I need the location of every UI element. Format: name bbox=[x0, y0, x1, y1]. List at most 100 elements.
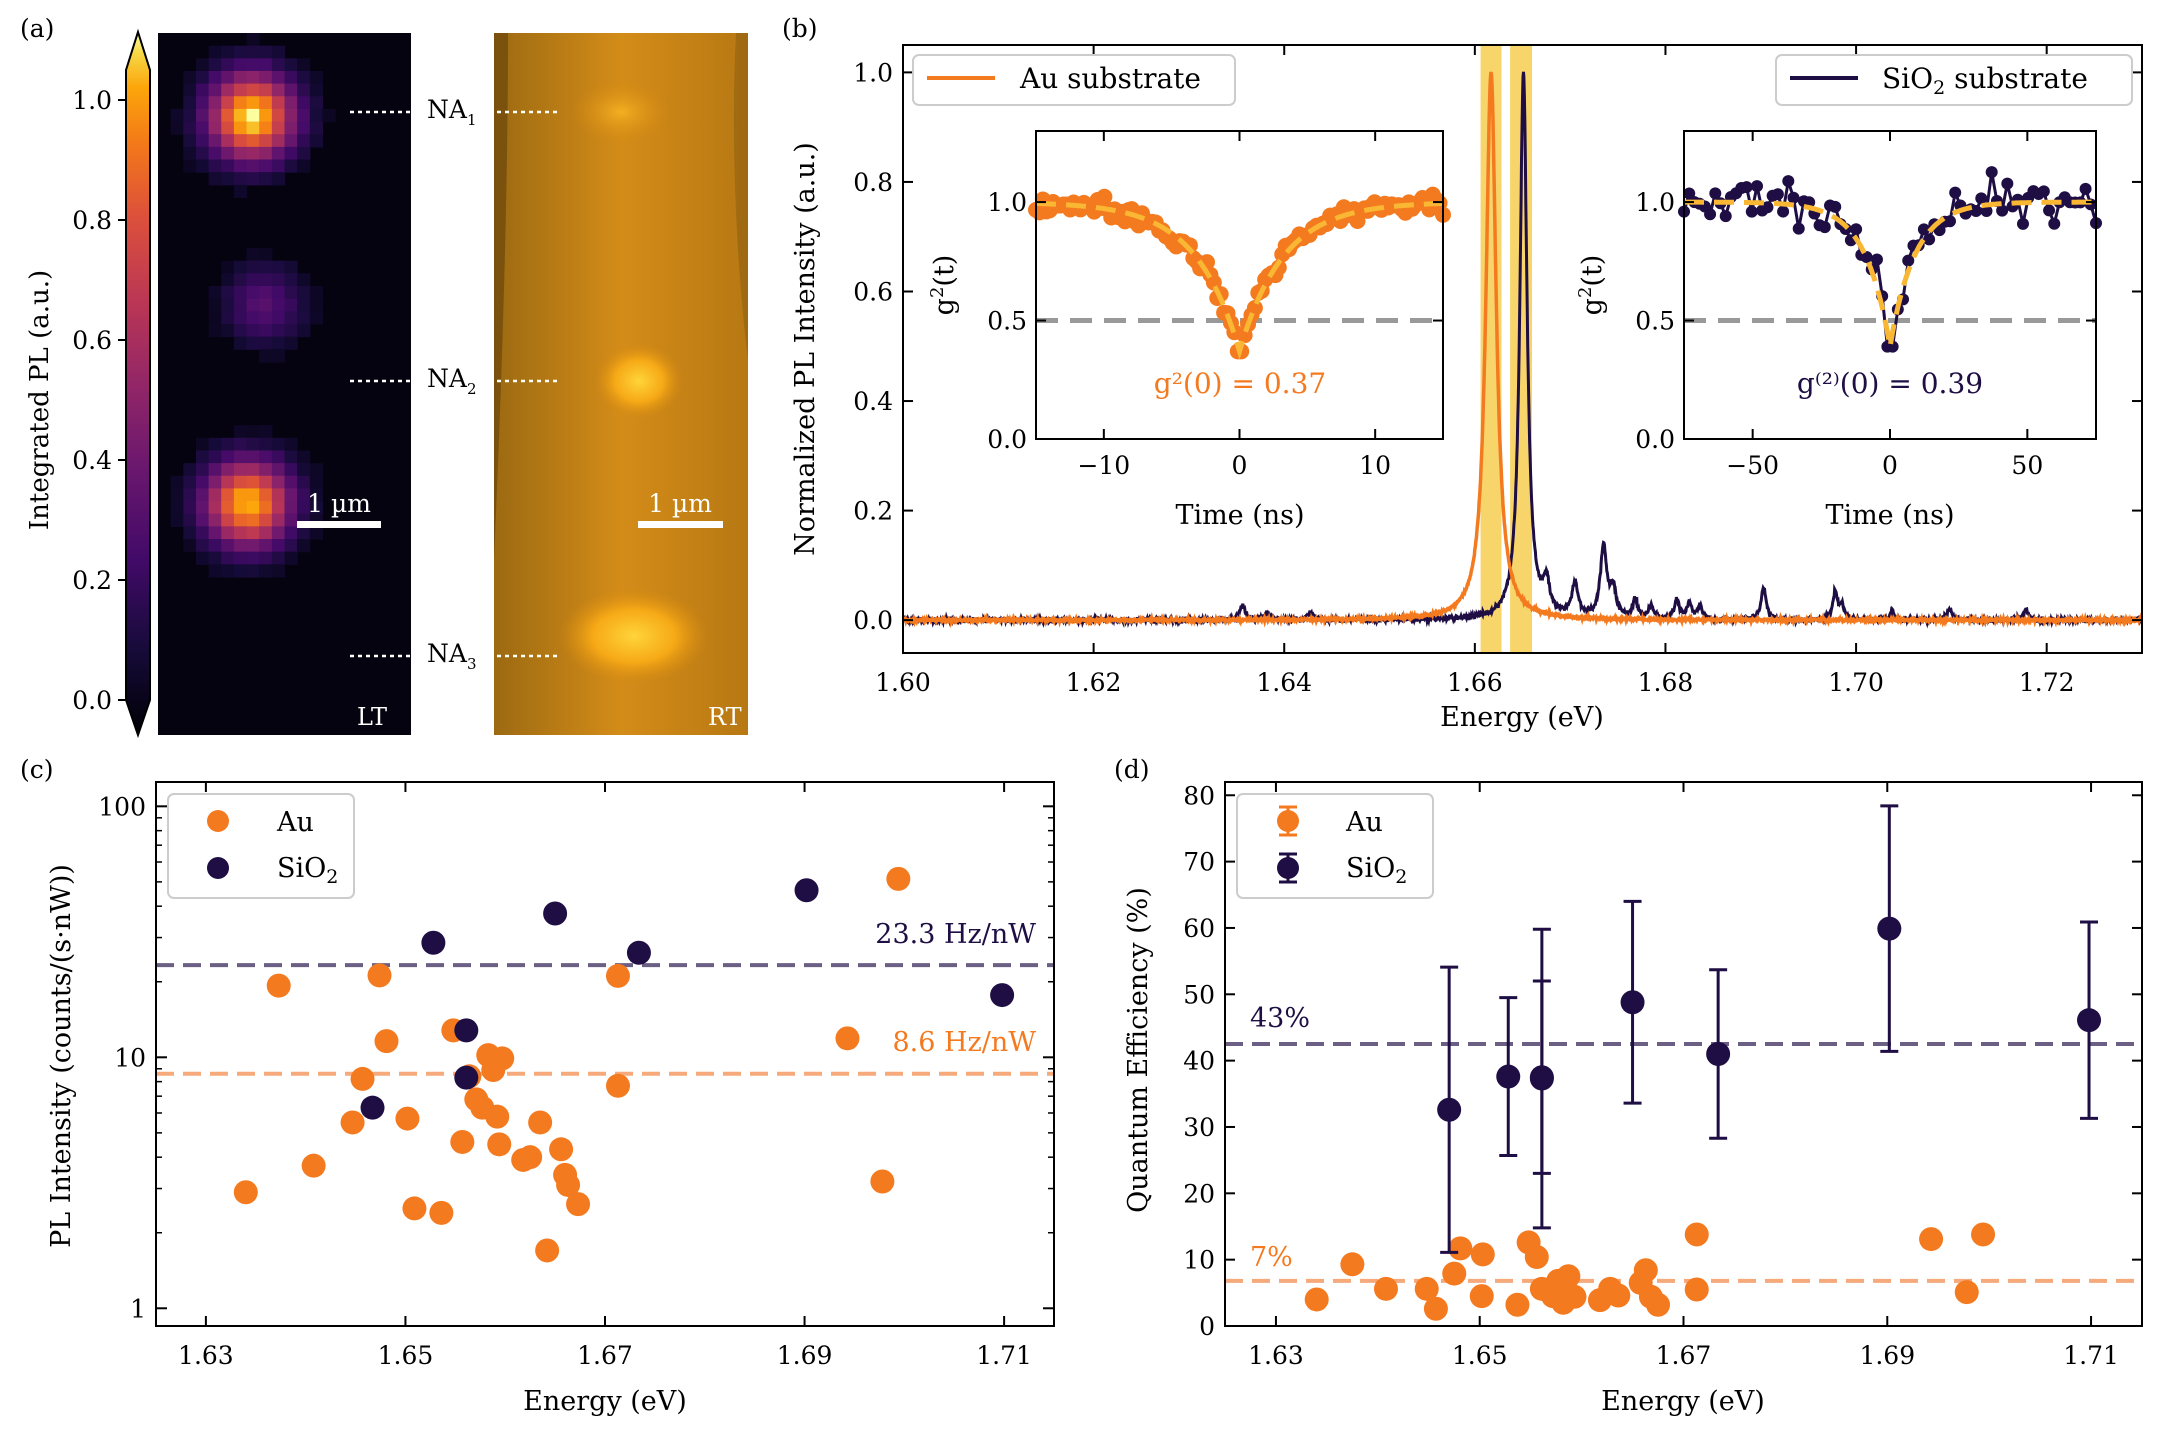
lt-pixel bbox=[284, 273, 298, 287]
g2-data-point bbox=[1985, 166, 1998, 179]
lt-pixel bbox=[271, 134, 286, 148]
lt-pixel bbox=[271, 146, 286, 161]
lt-pixel bbox=[233, 526, 248, 540]
lt-pixel bbox=[233, 539, 248, 553]
lt-pixel bbox=[284, 551, 298, 565]
lt-pixel bbox=[195, 488, 210, 502]
lt-pixel bbox=[309, 70, 324, 85]
lt-pixel bbox=[259, 58, 273, 72]
lt-pixel bbox=[246, 463, 260, 477]
g2-data-point bbox=[1902, 254, 1915, 267]
panel-d-plot bbox=[1225, 804, 2142, 1321]
g2-data-point bbox=[1787, 191, 1800, 204]
lt-pixel bbox=[309, 526, 324, 540]
panel-d-xlabel: Energy (eV) bbox=[1601, 1386, 1765, 1417]
inset-2-ylabel: g2(t) bbox=[1575, 255, 1608, 316]
g2-data-point bbox=[1818, 221, 1831, 234]
au-point bbox=[870, 1169, 895, 1194]
lt-pixel bbox=[309, 463, 324, 477]
lt-pixel bbox=[221, 539, 235, 553]
y-tick-label: 10 bbox=[114, 1043, 146, 1072]
y-tick-label: 80 bbox=[1183, 781, 1215, 810]
lt-pixel bbox=[246, 488, 260, 502]
lt-pixel bbox=[297, 146, 311, 161]
panel-c-plot bbox=[156, 866, 1054, 1263]
y-tick-label: 1.0 bbox=[853, 58, 893, 87]
inset-y-tick-label: 0.0 bbox=[987, 425, 1027, 454]
y-tick-label: 20 bbox=[1183, 1179, 1215, 1208]
lt-pixel bbox=[284, 159, 298, 173]
au-point bbox=[605, 1073, 630, 1098]
lt-pixel bbox=[284, 475, 298, 489]
lt-pixel bbox=[170, 501, 184, 515]
sio2-point bbox=[1706, 1042, 1731, 1066]
x-tick-label: 1.60 bbox=[875, 668, 931, 697]
lt-pixel bbox=[221, 323, 235, 338]
lt-pixel bbox=[208, 450, 222, 464]
au-point bbox=[1304, 1287, 1329, 1312]
lt-pixel bbox=[183, 501, 197, 515]
lt-pixel bbox=[246, 108, 260, 123]
lt-pixel bbox=[183, 475, 197, 489]
lt-pixel bbox=[271, 323, 286, 338]
lt-pixel bbox=[246, 58, 260, 72]
lt-pixel bbox=[259, 526, 273, 540]
lt-pixel bbox=[284, 336, 298, 350]
lt-pixel bbox=[208, 159, 222, 173]
lt-pixel bbox=[259, 463, 273, 477]
colorbar-label: Integrated PL (a.u.) bbox=[25, 270, 55, 530]
lt-pixel bbox=[208, 121, 222, 135]
lt-pixel bbox=[271, 172, 286, 186]
lt-pixel bbox=[221, 45, 235, 59]
lt-pixel bbox=[195, 121, 210, 135]
x-tick-label: 1.71 bbox=[2063, 1341, 2119, 1370]
sio2-point bbox=[1620, 990, 1645, 1015]
colorbar-ticks: 0.0 0.2 0.4 0.6 0.8 1.0 bbox=[72, 86, 126, 715]
au-point bbox=[485, 1104, 510, 1129]
legend-d-sio2-marker bbox=[1277, 852, 1299, 884]
rt-dark-edge-right bbox=[733, 33, 748, 360]
lt-pixel bbox=[271, 450, 286, 464]
lt-pixel bbox=[271, 286, 286, 300]
panel-c-sio2-rate-label: 23.3 Hz/nW bbox=[875, 919, 1036, 950]
panel-a: (a) 0.0 0.2 0.4 0.6 0.8 1.0 Integrated PL (a.… bbox=[20, 14, 748, 739]
colorbar bbox=[125, 28, 151, 739]
lt-pixel bbox=[246, 450, 260, 464]
lt-pixel bbox=[208, 513, 222, 527]
g2-data-point bbox=[1704, 208, 1717, 221]
x-tick-label: 1.63 bbox=[178, 1341, 234, 1370]
lt-pixel bbox=[233, 96, 248, 110]
g2-data-point bbox=[1719, 210, 1732, 223]
lt-pixel bbox=[246, 551, 260, 565]
g2-data-point bbox=[2043, 204, 2056, 217]
y-tick-label: 0.4 bbox=[853, 387, 893, 416]
legend-au-label: Au substrate bbox=[1019, 62, 1201, 95]
lt-pixel bbox=[259, 121, 273, 135]
lt-pixel bbox=[297, 286, 311, 300]
lt-pixel bbox=[233, 450, 248, 464]
inset-x-tick-label: 50 bbox=[2011, 451, 2043, 480]
lt-pixel bbox=[271, 58, 286, 72]
panel-d-au-qe-label: 7% bbox=[1250, 1242, 1293, 1273]
lt-pixel bbox=[221, 159, 235, 173]
lt-pixel bbox=[259, 83, 273, 97]
colorbar-tick-label: 0.8 bbox=[72, 206, 112, 235]
lt-pixel bbox=[233, 551, 248, 565]
lt-pixel bbox=[297, 108, 311, 123]
lt-pixel bbox=[259, 311, 273, 325]
lt-pixel bbox=[271, 349, 286, 363]
g2-data-point bbox=[1870, 253, 1883, 266]
lt-pixel bbox=[233, 311, 248, 325]
lt-pixel bbox=[233, 260, 248, 274]
sio2-point bbox=[454, 1065, 479, 1090]
lt-pixel bbox=[233, 437, 248, 452]
y-tick-label: 0.8 bbox=[853, 168, 893, 197]
au-point bbox=[518, 1145, 543, 1170]
lt-pixel bbox=[246, 159, 260, 173]
g2-data-point bbox=[1683, 187, 1696, 200]
lt-scalebar bbox=[297, 521, 381, 528]
lt-pixel bbox=[259, 260, 273, 274]
au-point bbox=[1340, 1252, 1365, 1277]
lt-pixel bbox=[246, 475, 260, 489]
lt-pixel bbox=[195, 96, 210, 110]
